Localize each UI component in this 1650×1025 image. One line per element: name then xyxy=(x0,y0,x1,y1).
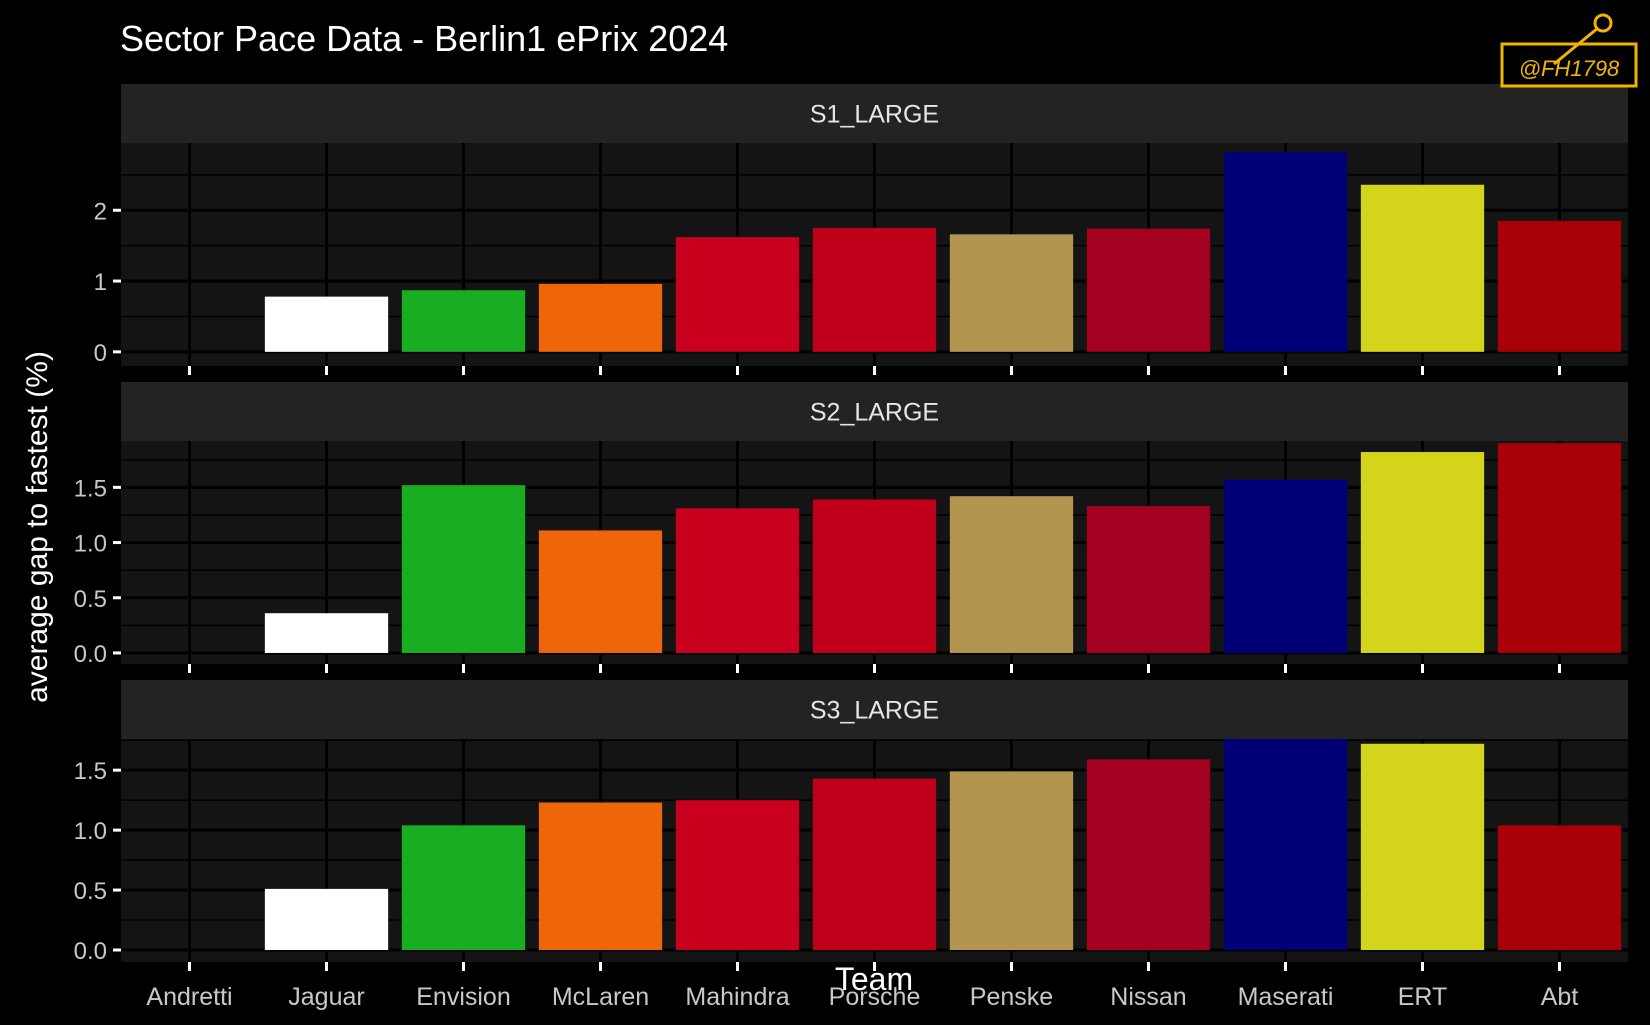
x-tick-label: Jaguar xyxy=(288,983,364,1011)
y-tick-label: 1.0 xyxy=(74,818,107,845)
bar-maserati xyxy=(1223,479,1348,653)
bar-porsche xyxy=(812,227,937,352)
x-tick-label: Maserati xyxy=(1238,983,1334,1011)
watermark-text: @FH1798 xyxy=(1519,56,1620,81)
bar-nissan xyxy=(1086,759,1211,951)
facet-panel: S2_LARGE0.00.51.01.5AndrettiJaguarEnvisi… xyxy=(74,382,1628,713)
bar-ert xyxy=(1360,452,1485,653)
bar-maserati xyxy=(1223,152,1348,352)
bar-mahindra xyxy=(675,237,800,352)
bar-envision xyxy=(401,485,526,653)
facet-strip xyxy=(121,382,1628,441)
bar-porsche xyxy=(812,499,937,653)
bar-mahindra xyxy=(675,508,800,653)
y-axis-title: average gap to fastest (%) xyxy=(21,351,54,703)
bar-envision xyxy=(401,290,526,352)
x-tick-label: Abt xyxy=(1541,983,1579,1011)
y-tick-label: 0.0 xyxy=(74,938,107,965)
y-tick-label: 2 xyxy=(94,198,107,225)
bar-penske xyxy=(949,234,1074,352)
bar-abt xyxy=(1497,220,1622,352)
bar-nissan xyxy=(1086,506,1211,653)
bar-nissan xyxy=(1086,228,1211,352)
bar-mclaren xyxy=(538,530,663,653)
x-tick-label: Envision xyxy=(416,983,511,1011)
x-tick-label: ERT xyxy=(1398,983,1448,1011)
bar-jaguar xyxy=(264,296,389,352)
bar-penske xyxy=(949,496,1074,653)
watermark-key-stem xyxy=(1553,26,1599,66)
bar-abt xyxy=(1497,825,1622,951)
x-tick-label: Nissan xyxy=(1110,983,1186,1011)
bar-mclaren xyxy=(538,802,663,951)
panels-layer: S1_LARGE 0 1 2 Andretti Jaguar Envision McLaren… xyxy=(74,84,1628,1011)
watermark-key-ring xyxy=(1593,13,1613,33)
bar-envision xyxy=(401,825,526,951)
bar-porsche xyxy=(812,778,937,951)
facet-strip xyxy=(121,84,1628,143)
facet-panel: S1_LARGE012AndrettiJaguarEnvisionMcLaren… xyxy=(94,84,1628,415)
x-tick-label: McLaren xyxy=(552,983,649,1011)
bar-jaguar xyxy=(264,613,389,653)
x-tick-label: Penske xyxy=(970,983,1053,1011)
bar-penske xyxy=(949,771,1074,951)
facet-strip-label: S1_LARGE xyxy=(810,101,939,129)
y-tick-label: 0.5 xyxy=(74,586,107,613)
bar-maserati xyxy=(1223,739,1348,951)
facet-panel: S3_LARGE 0.0 0.5 1.0 1.5 Andretti Jaguar Envisi… xyxy=(74,680,1628,1011)
y-tick-label: 1.5 xyxy=(74,475,107,502)
bar-jaguar xyxy=(264,888,389,951)
x-tick-label: Andretti xyxy=(146,983,232,1011)
watermark-badge: @FH1798 xyxy=(1500,13,1638,88)
bar-ert xyxy=(1360,184,1485,352)
y-tick-label: 1.5 xyxy=(74,758,107,785)
y-tick-label: 1.0 xyxy=(74,531,107,558)
y-tick-label: 0.0 xyxy=(74,641,107,668)
bar-abt xyxy=(1497,443,1622,653)
facet-strip-label: S2_LARGE xyxy=(810,399,939,427)
watermark-frame xyxy=(1500,42,1638,88)
facet-strip-label: S3_LARGE xyxy=(810,697,939,725)
chart-title: Sector Pace Data - Berlin1 ePrix 2024 xyxy=(120,18,728,59)
y-tick-label: 0 xyxy=(94,340,107,367)
y-tick-label: 1 xyxy=(94,269,107,296)
bar-mclaren xyxy=(538,283,663,352)
y-tick-label: 0.5 xyxy=(74,878,107,905)
facet-strip xyxy=(121,680,1628,739)
x-tick-label: Porsche xyxy=(829,983,921,1011)
bar-ert xyxy=(1360,743,1485,951)
x-tick-label: Mahindra xyxy=(685,983,789,1011)
bar-mahindra xyxy=(675,800,800,951)
